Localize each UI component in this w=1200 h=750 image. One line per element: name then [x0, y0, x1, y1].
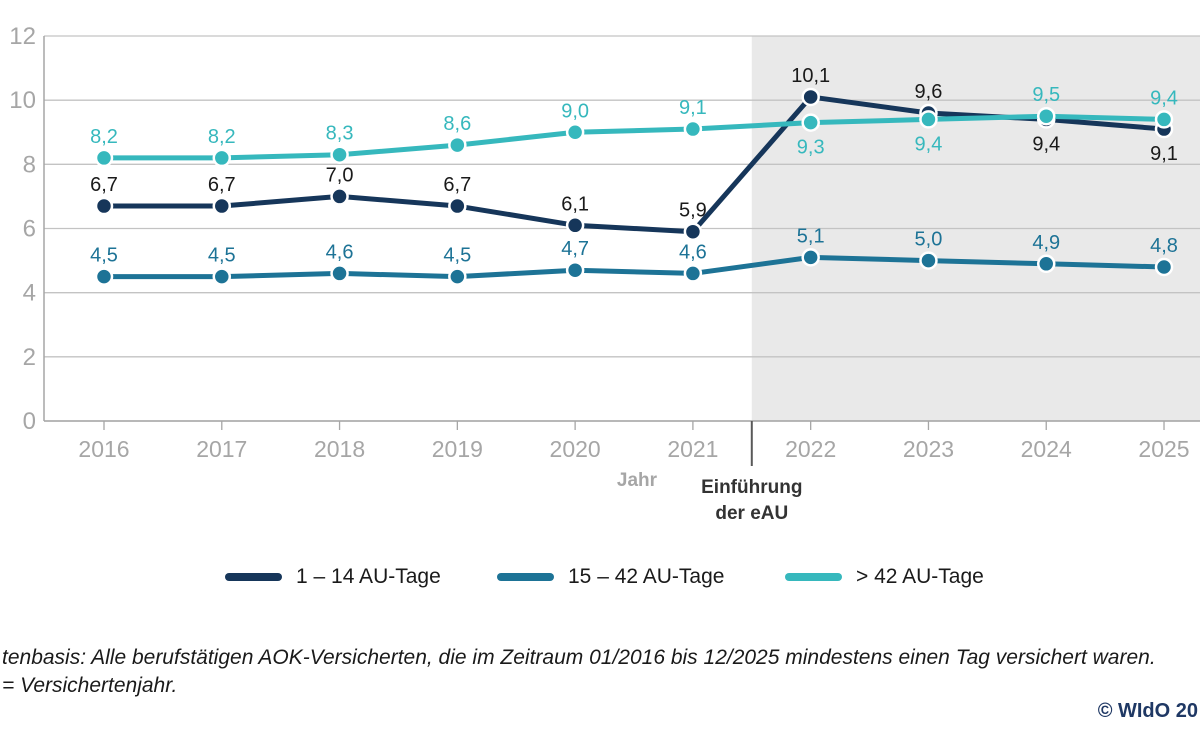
series-0-value-label-2019: 6,7 — [443, 174, 471, 196]
series-2-dot-2016 — [94, 148, 114, 168]
series-0-value-label-2025: 9,1 — [1150, 143, 1178, 165]
series-0-dot-2017 — [212, 196, 232, 216]
series-0-dot-2022 — [801, 87, 820, 107]
series-2-dot-2024 — [1036, 106, 1056, 126]
series-1-value-label-2020: 4,7 — [561, 238, 589, 260]
series-1-value-label-2017: 4,5 — [208, 245, 236, 267]
series-0-value-label-2023: 9,6 — [915, 81, 943, 103]
series-2-value-label-2017: 8,2 — [208, 126, 236, 148]
series-0-value-label-2020: 6,1 — [561, 193, 589, 215]
series-0-dot-2019 — [448, 196, 467, 216]
series-2-dot-2020 — [565, 123, 585, 142]
series-0-dot-2021 — [683, 222, 703, 241]
x-tick-label-2016: 2016 — [78, 436, 129, 462]
series-0-value-label-2024: 9,4 — [1032, 133, 1060, 155]
series-1-dot-2019 — [448, 267, 467, 286]
legend-swatch-1-14 — [225, 573, 282, 581]
series-2-dot-2017 — [212, 148, 232, 168]
series-2-dot-2023 — [919, 110, 938, 129]
series-1-dot-2020 — [565, 260, 585, 280]
footnote-line-2: = Versichertenjahr. — [2, 674, 178, 697]
legend-swatch-gt-42 — [785, 573, 842, 581]
series-1-value-label-2016: 4,5 — [90, 245, 118, 267]
x-tick-label-2017: 2017 — [196, 436, 247, 462]
x-tick-label-2024: 2024 — [1021, 436, 1072, 462]
series-1-value-label-2023: 5,0 — [915, 229, 943, 251]
y-tick-label-6: 6 — [23, 216, 36, 243]
series-line-1 — [104, 254, 1165, 280]
series-2-value-label-2025: 9,4 — [1150, 87, 1178, 109]
series-1-dot-2025 — [1154, 257, 1174, 277]
y-tick-label-4: 4 — [23, 280, 36, 307]
x-tick-label-2025: 2025 — [1138, 436, 1189, 462]
series-2-value-label-2021: 9,1 — [679, 97, 707, 119]
series-1-dot-2022 — [801, 248, 820, 267]
series-2-value-label-2024: 9,5 — [1032, 84, 1060, 106]
series-2-value-label-2020: 9,0 — [561, 100, 589, 122]
series-0-dot-2018 — [330, 187, 349, 206]
series-2-dot-2021 — [683, 119, 703, 139]
series-0-value-label-2017: 6,7 — [208, 174, 236, 196]
au-tage-line-chart: 0 2 4 6 8 10 12 2016 2017 2018 2019 2020 2021 2022 202… — [9, 23, 1200, 524]
series-1-value-label-2022: 5,1 — [797, 225, 825, 247]
series-2-value-label-2022: 9,3 — [797, 137, 825, 159]
series-2-value-label-2016: 8,2 — [90, 126, 118, 148]
series-1-value-label-2018: 4,6 — [326, 241, 354, 263]
legend-item-1-14-au-tage: 1 – 14 AU-Tage — [225, 562, 441, 592]
x-tick-label-2019: 2019 — [432, 436, 483, 462]
series-0-dot-2016 — [94, 196, 114, 216]
legend-swatch-15-42 — [497, 573, 554, 581]
legend-label-15-42: 15 – 42 AU-Tage — [568, 565, 725, 588]
y-tick-label-0: 0 — [23, 408, 36, 435]
copyright-wido: © WIdO 20 — [1097, 700, 1198, 722]
y-tick-label-10: 10 — [9, 87, 36, 114]
x-tick-label-2022: 2022 — [785, 436, 836, 462]
footnote-line-1: tenbasis: Alle berufstätigen AOK-Versich… — [2, 646, 1156, 669]
chart-legend: 1 – 14 AU-Tage 15 – 42 AU-Tage > 42 AU-T… — [0, 562, 1200, 594]
legend-item-gt-42-au-tage: > 42 AU-Tage — [785, 562, 984, 592]
series-0-value-label-2022: 10,1 — [791, 65, 830, 87]
y-tick-label-2: 2 — [23, 344, 36, 371]
y-tick-label-8: 8 — [23, 151, 36, 178]
series-1-value-label-2021: 4,6 — [679, 241, 707, 263]
series-1-dot-2018 — [330, 264, 349, 283]
series-0-value-label-2016: 6,7 — [90, 174, 118, 196]
footnote: tenbasis: Alle berufstätigen AOK-Versich… — [2, 644, 1156, 700]
series-2-value-label-2019: 8,6 — [443, 113, 471, 135]
legend-item-15-42-au-tage: 15 – 42 AU-Tage — [497, 562, 724, 592]
series-2-dot-2019 — [448, 135, 467, 155]
series-1-value-label-2019: 4,5 — [443, 245, 471, 267]
legend-label-1-14: 1 – 14 AU-Tage — [296, 565, 441, 588]
y-tick-label-12: 12 — [9, 23, 36, 50]
series-2-value-label-2018: 8,3 — [326, 123, 354, 145]
chart-canvas: 0 2 4 6 8 10 12 2016 2017 2018 2019 2020 2021 2022 202… — [9, 23, 1200, 524]
series-1-dot-2016 — [94, 267, 114, 286]
x-axis-title: Jahr — [617, 470, 658, 491]
series-line-2 — [104, 113, 1165, 161]
eau-annotation-line1: Einführung — [701, 477, 802, 498]
series-1-dot-2023 — [919, 251, 938, 270]
x-tick-label-2018: 2018 — [314, 436, 365, 462]
x-tick-label-2020: 2020 — [550, 436, 601, 462]
series-0-dot-2020 — [565, 216, 585, 235]
series-1-value-label-2024: 4,9 — [1032, 232, 1060, 254]
series-1-dot-2024 — [1036, 254, 1056, 274]
series-0-value-label-2021: 5,9 — [679, 200, 707, 222]
x-tick-label-2021: 2021 — [667, 436, 718, 462]
series-1-value-label-2025: 4,8 — [1150, 235, 1178, 257]
series-1-dot-2021 — [683, 264, 703, 283]
series-2-dot-2018 — [330, 145, 349, 164]
series-0-value-label-2018: 7,0 — [326, 164, 354, 186]
legend-label-gt-42: > 42 AU-Tage — [856, 565, 984, 588]
series-2-dot-2025 — [1154, 110, 1174, 129]
series-2-value-label-2023: 9,4 — [915, 133, 943, 155]
x-tick-label-2023: 2023 — [903, 436, 954, 462]
eau-annotation-line2: der eAU — [715, 503, 788, 524]
series-2-dot-2022 — [801, 113, 820, 132]
series-1-dot-2017 — [212, 267, 232, 286]
